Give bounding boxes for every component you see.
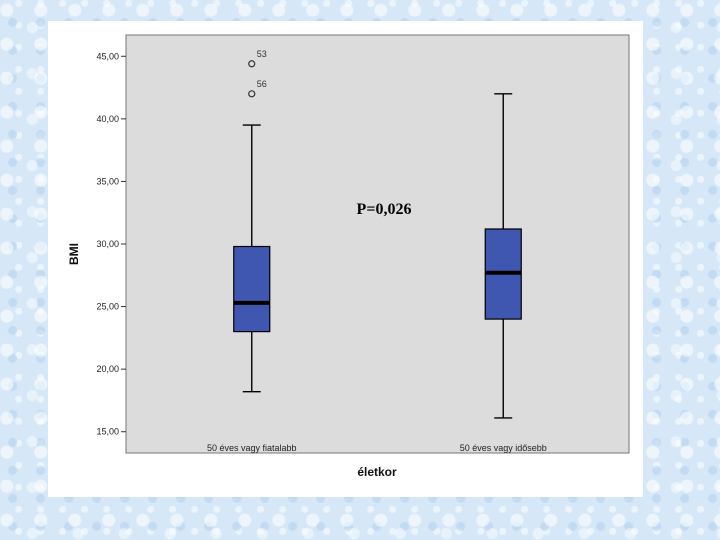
y-tick-label: 15,00: [96, 427, 119, 437]
y-tick-label: 40,00: [96, 114, 119, 124]
x-axis: 50 éves vagy fiatalabb 50 éves vagy időse…: [207, 443, 547, 453]
outlier-label: 56: [257, 79, 267, 89]
boxes: 53 56: [233, 49, 522, 419]
box-group: 53 56: [233, 49, 271, 393]
iqr-box: [233, 245, 271, 333]
outlier-point: [248, 90, 256, 98]
y-axis-title: BMI: [67, 243, 81, 265]
y-tick-label: 25,00: [96, 302, 119, 312]
y-tick-label: 35,00: [96, 176, 119, 186]
outlier-point: [248, 60, 256, 68]
x-axis-title: életkor: [357, 465, 397, 479]
y-axis: 15,00 20,00 25,00 30,00 35,00 40,00 45,00: [96, 51, 126, 437]
x-tick-label: 50 éves vagy fiatalabb: [207, 443, 297, 453]
y-tick-label: 20,00: [96, 364, 119, 374]
outlier-label: 53: [257, 49, 267, 59]
box-group: [484, 93, 522, 419]
plot-area: [125, 34, 630, 454]
y-tick-label: 45,00: [96, 51, 119, 61]
boxplot-chart: 15,00 20,00 25,00 30,00 35,00 40,00 45,00 53 56…: [67, 34, 630, 479]
p-value-annotation: P=0,026: [357, 201, 412, 218]
x-tick-label: 50 éves vagy idősebb: [460, 443, 547, 453]
slide-panel: 15,00 20,00 25,00 30,00 35,00 40,00 45,00 53 56…: [48, 21, 643, 497]
y-tick-label: 30,00: [96, 239, 119, 249]
